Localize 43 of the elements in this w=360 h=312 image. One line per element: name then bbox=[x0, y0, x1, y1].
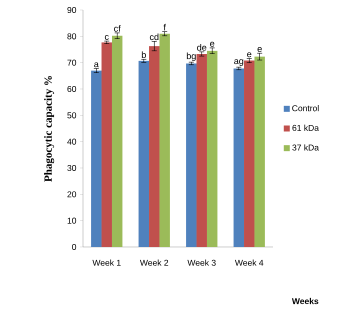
data-label: e bbox=[210, 42, 214, 47]
bar bbox=[91, 70, 102, 247]
y-tick-label: 10 bbox=[68, 218, 76, 224]
bar bbox=[234, 68, 244, 247]
bar bbox=[206, 50, 218, 247]
data-label: cf bbox=[114, 25, 121, 32]
x-tick-label: Week 3 bbox=[187, 260, 216, 266]
data-label: e bbox=[247, 52, 252, 58]
bar bbox=[254, 56, 265, 247]
legend-label: Control bbox=[292, 105, 319, 112]
data-label: cd bbox=[150, 34, 158, 40]
data-label: bg bbox=[186, 52, 196, 61]
x-axis-title: Weeks bbox=[292, 298, 318, 304]
y-tick-label: 0 bbox=[72, 244, 76, 250]
y-tick-label: 90 bbox=[67, 7, 76, 14]
bar bbox=[196, 54, 207, 247]
x-tick-label: Week 2 bbox=[140, 260, 168, 266]
x-tick-label: Week 4 bbox=[234, 260, 264, 266]
bar bbox=[138, 60, 150, 247]
y-tick-label: 80 bbox=[67, 33, 76, 40]
y-tick-label: 60 bbox=[67, 86, 76, 92]
bar bbox=[112, 36, 122, 247]
y-tick-label: 20 bbox=[67, 191, 76, 198]
data-label: b bbox=[142, 51, 146, 58]
data-label: a bbox=[94, 62, 99, 68]
legend-label: 37 kDa bbox=[292, 144, 319, 151]
bar bbox=[244, 60, 254, 247]
y-axis-title: Phagocytic capacity % bbox=[44, 76, 54, 182]
y-tick-label: 70 bbox=[67, 60, 76, 66]
legend-label: 61 kDa bbox=[292, 124, 319, 131]
bar bbox=[102, 42, 112, 247]
bar bbox=[186, 63, 197, 247]
x-tick-label: Week 1 bbox=[92, 260, 121, 266]
data-label: de bbox=[197, 44, 206, 51]
data-label: f bbox=[164, 24, 166, 30]
data-label: e bbox=[258, 47, 262, 52]
y-tick-label: 30 bbox=[67, 164, 76, 171]
bar bbox=[159, 34, 170, 247]
data-label: ag bbox=[234, 59, 244, 66]
y-tick-label: 40 bbox=[67, 138, 76, 145]
y-tick-label: 50 bbox=[67, 112, 76, 118]
data-label: c bbox=[104, 34, 109, 40]
bar bbox=[149, 46, 160, 247]
